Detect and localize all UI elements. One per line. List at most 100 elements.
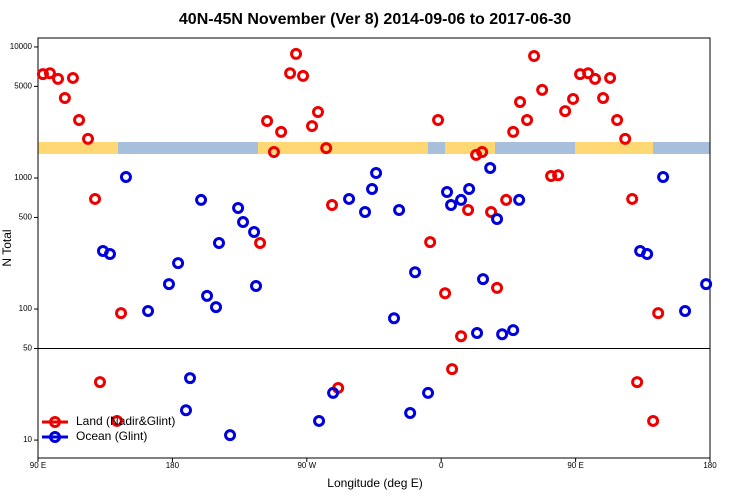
data-point [103, 248, 116, 261]
data-point [455, 330, 468, 343]
data-point [491, 213, 504, 226]
data-point [441, 185, 454, 198]
data-point [388, 312, 401, 325]
data-point [284, 67, 297, 80]
data-point [462, 203, 475, 216]
data-point [641, 248, 654, 261]
data-point [514, 96, 527, 109]
x-axis-label: Longitude (deg E) [327, 476, 422, 490]
data-point [455, 193, 468, 206]
y-tick-label: 10 [23, 435, 32, 444]
data-point [306, 120, 319, 133]
data-point [679, 305, 692, 318]
y-tick-label: 5000 [14, 81, 32, 90]
data-point [477, 273, 490, 286]
data-point [142, 305, 155, 318]
data-point [626, 192, 639, 205]
data-point [312, 105, 324, 118]
data-point [485, 206, 498, 219]
data-point [500, 193, 513, 206]
legend-marker [49, 431, 61, 443]
data-point [552, 169, 565, 182]
chart-title: 40N-45N November (Ver 8) 2014-09-06 to 2… [179, 11, 571, 28]
data-point [58, 91, 71, 104]
data-point [422, 386, 435, 399]
data-point [582, 67, 595, 80]
data-point [224, 429, 237, 442]
data-point [496, 328, 509, 341]
legend-label: Land (Nadir&Glint) [76, 414, 175, 428]
data-point [172, 257, 185, 270]
data-point [631, 376, 644, 389]
data-point [700, 278, 713, 291]
data-point [657, 170, 670, 183]
y-tick-label: 100 [19, 304, 33, 313]
data-point [528, 49, 541, 62]
data-point [320, 142, 333, 155]
y-tick-label: 10000 [10, 42, 33, 51]
y-tick-label: 50 [23, 344, 32, 353]
data-point [343, 192, 356, 205]
data-point [597, 91, 610, 104]
data-point [43, 67, 56, 80]
data-point [237, 216, 250, 229]
x-tick-label: 90 E [30, 461, 46, 470]
data-point [409, 266, 422, 279]
x-tick-label: 180 [166, 461, 180, 470]
legend-marker [49, 416, 61, 428]
data-point [66, 71, 79, 84]
x-tick-label: 0 [439, 461, 444, 470]
data-point [611, 113, 624, 126]
x-tick-label: 90 W [297, 461, 316, 470]
data-point [567, 92, 580, 105]
data-point [507, 324, 520, 337]
data-point [119, 170, 132, 183]
data-point [267, 145, 280, 158]
data-point [439, 287, 452, 300]
data-point [184, 372, 197, 385]
x-tick-label: 180 [703, 461, 717, 470]
data-point [248, 226, 261, 239]
data-point [36, 68, 49, 81]
data-point [89, 192, 102, 205]
data-point [73, 113, 86, 126]
data-point [93, 376, 106, 389]
data-point [275, 125, 288, 138]
data-point [471, 327, 484, 340]
y-tick-label: 500 [19, 213, 33, 222]
data-point [404, 406, 417, 419]
data-point [290, 47, 303, 60]
data-point [536, 83, 549, 96]
data-point [445, 199, 458, 212]
data-point [589, 72, 602, 85]
data-point [212, 237, 225, 250]
data-point [604, 71, 617, 84]
data-point [559, 105, 572, 118]
data-point [484, 161, 497, 174]
data-point [326, 199, 339, 212]
legend-label: Ocean (Glint) [76, 429, 147, 443]
data-point [370, 166, 383, 179]
data-point [210, 301, 223, 314]
data-point [179, 404, 192, 417]
data-point [110, 414, 123, 427]
data-point [366, 183, 379, 196]
data-point [424, 236, 437, 249]
map-strip [38, 142, 710, 154]
data-point [201, 289, 214, 302]
data-point [250, 279, 263, 292]
data-point [647, 414, 660, 427]
data-point [82, 132, 95, 145]
data-point [619, 132, 632, 145]
data-point [476, 145, 489, 158]
data-point [652, 307, 665, 320]
data-point [261, 115, 274, 128]
data-point [446, 363, 459, 376]
data-point [513, 193, 526, 206]
data-point [359, 206, 372, 219]
plot-frame [37, 37, 711, 459]
data-point [195, 193, 208, 206]
data-point [254, 237, 267, 250]
data-point [507, 125, 520, 138]
